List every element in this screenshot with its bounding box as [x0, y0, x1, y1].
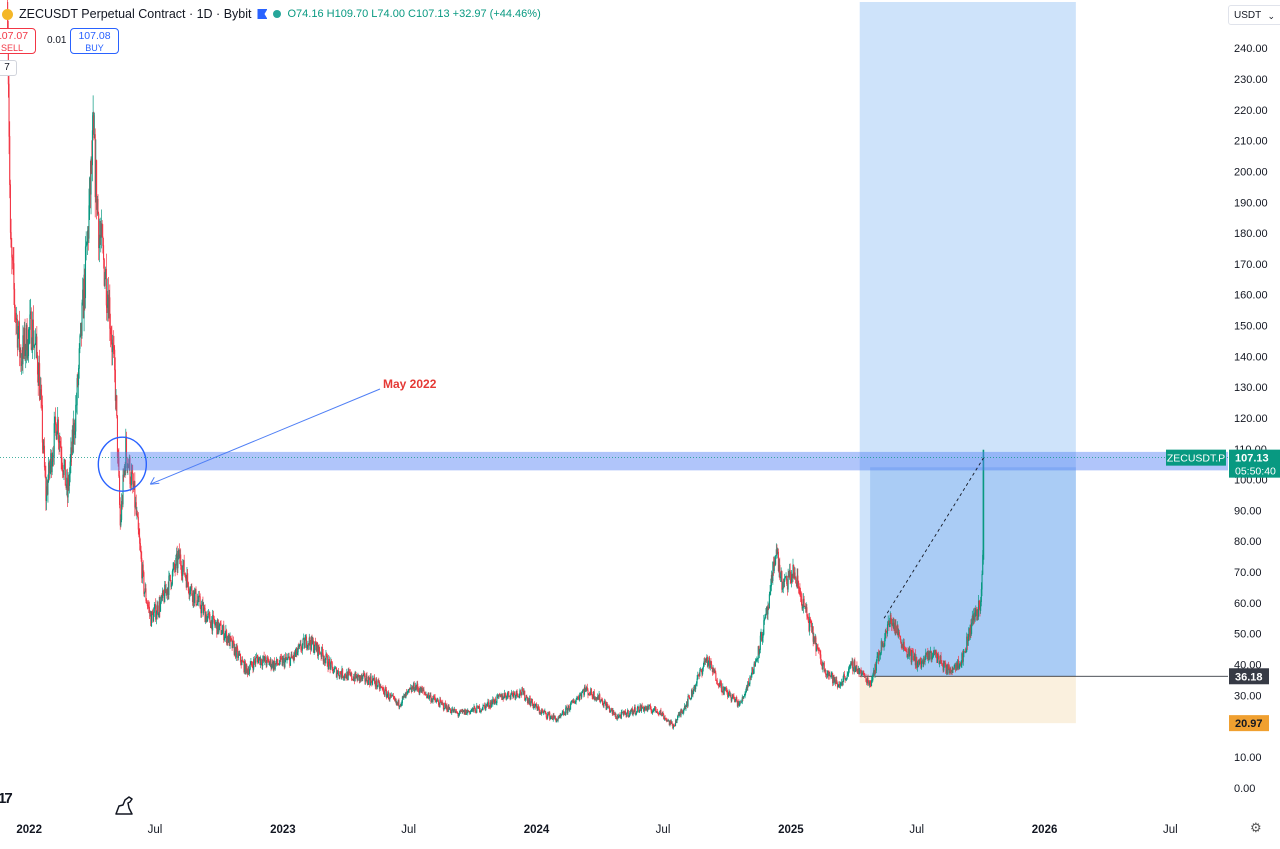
x-tick-label: Jul: [656, 824, 671, 836]
y-tick-label: 230.00: [1234, 74, 1268, 86]
y-tick-label: 140.00: [1234, 351, 1268, 363]
indicator-count: 7: [4, 62, 10, 73]
time-axis-bg: [0, 812, 1280, 849]
x-tick-label: Jul: [1163, 824, 1178, 836]
projection-arrow: [883, 457, 984, 619]
x-tick-label: Jul: [148, 824, 163, 836]
x-tick-label: Jul: [909, 824, 924, 836]
y-tick-label: 130.00: [1234, 382, 1268, 394]
annotation-arrowhead: [149, 476, 160, 485]
drawing-overlays: May 2022: [0, 377, 1228, 619]
stop-zone: [859, 676, 1076, 724]
flag-icon[interactable]: [257, 9, 268, 19]
open-value: O74.16: [287, 8, 324, 20]
y-tick-label: 10.00: [1234, 752, 1262, 764]
market-status-icon: [273, 10, 282, 18]
annotation-arrow: [150, 388, 381, 485]
y-tick-label: 160.00: [1234, 290, 1268, 302]
ohlc-values: O74.16 H109.70 L74.00 C107.13 +32.97 (+4…: [287, 8, 540, 20]
target-tag: 20.97: [1235, 718, 1263, 730]
symbol-header: ZECUSDT Perpetual Contract · 1D · Bybit …: [0, 5, 541, 23]
price-axis-bg: [1228, 0, 1280, 849]
low-value: L74.00: [371, 8, 405, 20]
chevron-down-icon: ⌄: [1267, 11, 1275, 21]
candlestick-series: [7, 0, 985, 730]
x-tick-label: 2023: [270, 824, 296, 836]
last-price-tag-bg: [1229, 449, 1280, 478]
close-value: C107.13: [408, 8, 450, 20]
stop-tag: 36.18: [1235, 671, 1263, 683]
high-value: H109.70: [326, 8, 369, 20]
y-tick-label: 70.00: [1234, 567, 1262, 579]
resistance-band: [110, 451, 1228, 471]
countdown-tag: 05:50:40: [1235, 466, 1276, 478]
target-tag-bg: [1229, 715, 1269, 732]
zec-logo-icon: [2, 8, 13, 20]
buy-button[interactable]: 107.08 BUY: [70, 28, 119, 54]
x-tick-label: 2026: [1032, 824, 1058, 836]
y-tick-label: 240.00: [1234, 43, 1268, 55]
y-tick-label: 180.00: [1234, 228, 1268, 240]
y-tick-label: 30.00: [1234, 690, 1262, 702]
y-tick-label: 150.00: [1234, 321, 1268, 333]
indicators-toggle[interactable]: 7: [0, 60, 17, 76]
dino-icon[interactable]: [113, 794, 137, 816]
spread-value: 0.01: [47, 35, 67, 46]
symbol-tag: ZECUSDT.P: [1167, 453, 1225, 465]
y-tick-label: 80.00: [1234, 536, 1262, 548]
y-tick-label: 120.00: [1234, 413, 1268, 425]
y-tick-label: 170.00: [1234, 259, 1268, 271]
currency-select[interactable]: USDT ⌄: [1228, 5, 1280, 25]
annotation-label: May 2022: [383, 377, 437, 391]
change-value: +32.97 (+44.46%): [452, 8, 541, 20]
y-tick-label: 90.00: [1234, 505, 1262, 517]
y-tick-label: 190.00: [1234, 197, 1268, 209]
drawing-zones: [859, 2, 1228, 724]
tradingview-logo[interactable]: 17: [0, 790, 13, 807]
x-tick-label: 2024: [524, 824, 550, 836]
sell-label: SELL: [0, 43, 24, 53]
time-axis[interactable]: 2022 Jul 2023 Jul 2024 Jul 2025 Jul 2026 Jul: [0, 812, 1280, 849]
buy-price: 107.08: [78, 30, 111, 42]
symbol-title[interactable]: ZECUSDT Perpetual Contract · 1D · Bybit: [19, 7, 252, 21]
y-tick-label: 200.00: [1234, 166, 1268, 178]
x-tick-label: 2022: [16, 824, 42, 836]
last-price-tag: 107.13: [1235, 453, 1269, 465]
y-tick-label: 0.00: [1234, 783, 1255, 795]
y-tick-label: 220.00: [1234, 105, 1268, 117]
x-tick-label: 2025: [778, 824, 804, 836]
sell-price: 107.07: [0, 30, 29, 42]
price-axis[interactable]: 0.0010.0020.0030.0040.0050.0060.0070.008…: [1228, 0, 1280, 849]
buy-label: BUY: [85, 43, 104, 53]
stop-tag-bg: [1229, 668, 1269, 685]
y-tick-label: 50.00: [1234, 629, 1262, 641]
sell-button[interactable]: 107.07 SELL: [0, 28, 36, 54]
settings-icon[interactable]: ⚙: [1250, 820, 1262, 835]
y-tick-label: 210.00: [1234, 136, 1268, 148]
x-tick-label: Jul: [401, 824, 416, 836]
symbol-tag-bg: [1166, 449, 1226, 466]
currency-label: USDT: [1234, 10, 1262, 21]
highlight-circle: [97, 436, 148, 492]
y-tick-label: 60.00: [1234, 598, 1262, 610]
